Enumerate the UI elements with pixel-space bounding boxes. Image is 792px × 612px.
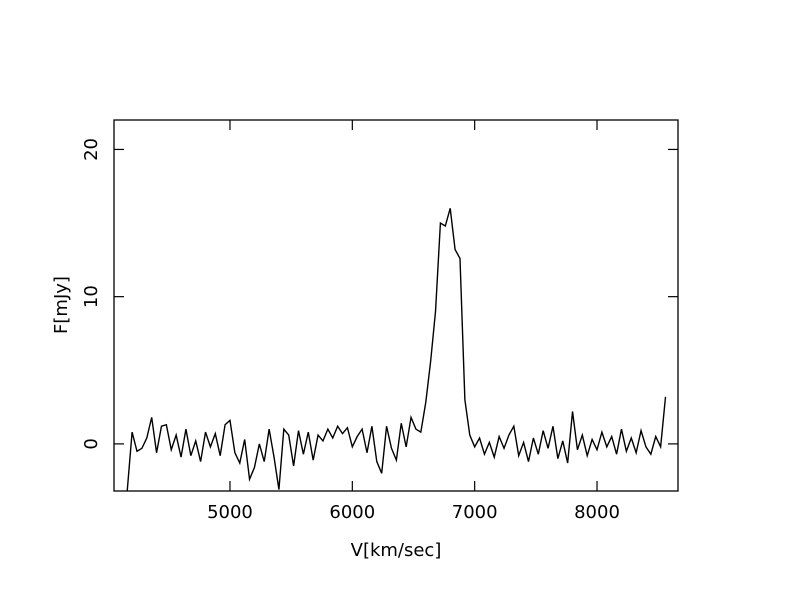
x-tick-label: 6000	[329, 502, 375, 523]
y-tick-label: 10	[81, 285, 102, 308]
y-tick-label: 0	[81, 438, 102, 449]
plot-frame	[113, 119, 679, 492]
spectrum-line	[126, 208, 667, 492]
y-tick-label: 20	[81, 138, 102, 161]
x-tick-label: 5000	[207, 502, 253, 523]
y-axis-label: F[mJy]	[51, 276, 72, 334]
x-tick-label: 8000	[574, 502, 620, 523]
x-tick-label: 7000	[452, 502, 498, 523]
x-axis-label: V[km/sec]	[351, 540, 442, 561]
